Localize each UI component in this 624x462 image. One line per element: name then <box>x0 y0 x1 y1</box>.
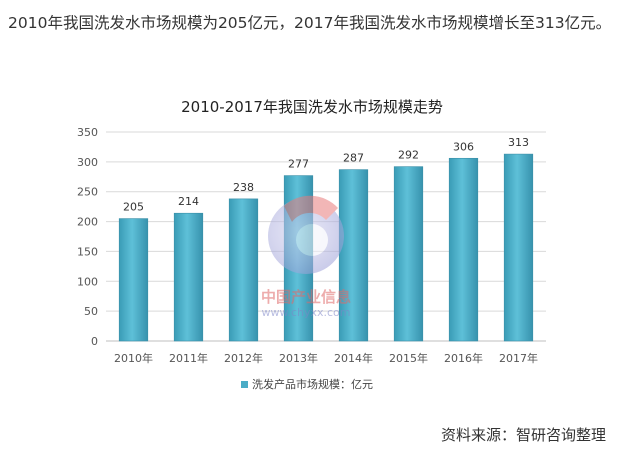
x-tick-label: 2015年 <box>389 351 428 365</box>
data-label: 238 <box>233 181 254 194</box>
x-tick-label: 2014年 <box>334 351 373 365</box>
watermark-logo: 中国产业信息 www.chyxx.com <box>261 195 351 319</box>
data-label: 205 <box>123 201 144 214</box>
bar <box>393 166 424 342</box>
x-tick-label: 2011年 <box>169 351 208 365</box>
y-tick-label: 50 <box>84 305 98 318</box>
data-label: 277 <box>288 158 309 171</box>
x-tick-label: 2013年 <box>279 351 318 365</box>
bar <box>173 212 204 342</box>
x-tick-label: 2017年 <box>499 351 538 365</box>
bar <box>228 198 259 342</box>
chart-container: 2010-2017年我国洗发水市场规模走势 0 50 100 150 200 250 300… <box>0 80 624 420</box>
x-tick-label: 2010年 <box>114 351 153 365</box>
bar <box>448 157 479 342</box>
y-tick-label: 250 <box>77 186 98 199</box>
bar <box>118 218 149 342</box>
data-label: 287 <box>343 152 364 165</box>
data-label: 292 <box>398 149 419 162</box>
y-tick-label: 100 <box>77 275 98 288</box>
intro-text: 2010年我国洗发水市场规模为205亿元，2017年我国洗发水市场规模增长至31… <box>8 14 612 32</box>
data-label: 214 <box>178 195 199 208</box>
chart-legend: 洗发产品市场规模：亿元 <box>241 377 373 391</box>
chart-title: 2010-2017年我国洗发水市场规模走势 <box>181 98 443 116</box>
y-tick-label: 350 <box>77 126 98 139</box>
data-label: 306 <box>453 140 474 153</box>
y-tick-label: 0 <box>91 335 98 348</box>
watermark-url: www.chyxx.com <box>261 306 350 319</box>
x-tick-label: 2012年 <box>224 351 263 365</box>
watermark-text: 中国产业信息 <box>261 288 351 306</box>
y-tick-label: 150 <box>77 245 98 258</box>
bar-chart: 2010-2017年我国洗发水市场规模走势 0 50 100 150 200 250 300… <box>77 98 546 391</box>
y-tick-label: 200 <box>77 216 98 229</box>
legend-label: 洗发产品市场规模：亿元 <box>252 377 373 391</box>
source-note: 资料来源：智研咨询整理 <box>440 426 606 444</box>
legend-swatch <box>241 381 248 388</box>
data-label: 313 <box>508 136 529 149</box>
y-tick-label: 300 <box>77 156 98 169</box>
bar <box>338 169 369 342</box>
bar <box>503 153 534 342</box>
x-tick-label: 2016年 <box>444 351 483 365</box>
